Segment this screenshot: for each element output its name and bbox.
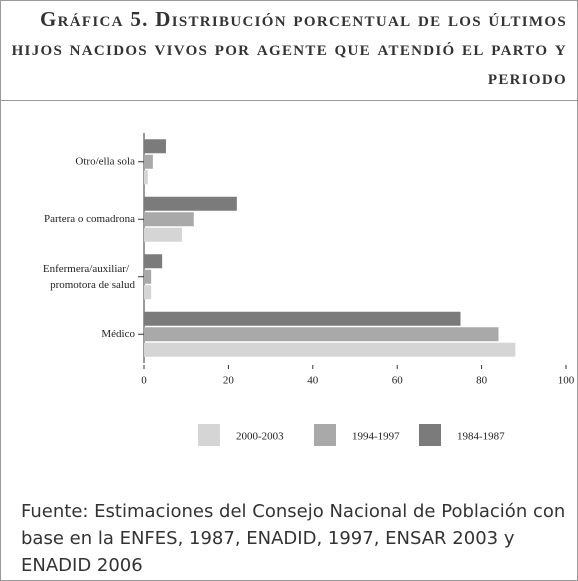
bar: [144, 311, 461, 326]
legend-swatch: [198, 424, 220, 446]
bar: [144, 196, 237, 211]
bar: [144, 269, 152, 284]
bar: [144, 342, 516, 357]
y-tick-label: Otro/ella sola: [75, 155, 135, 167]
bar: [144, 139, 166, 154]
x-tick-label: 40: [307, 375, 319, 387]
separator: [1, 100, 577, 101]
x-tick-label: 0: [141, 375, 147, 387]
x-tick-label: 100: [558, 375, 575, 387]
bar: [144, 212, 194, 227]
bar: [144, 227, 182, 242]
x-tick-label: 80: [476, 375, 488, 387]
legend-label: 1994-1997: [352, 431, 400, 443]
y-tick-label: Enfermera/auxiliar/promotora de salud: [43, 262, 136, 290]
x-tick-label: 60: [392, 375, 404, 387]
bar: [144, 327, 499, 342]
x-tick-label: 20: [223, 375, 235, 387]
bar: [144, 285, 152, 300]
chart-title: Gráfica 5. Distribución porcentual de lo…: [11, 7, 567, 89]
y-tick-label: Partera o comadrona: [44, 213, 135, 225]
bar: [144, 170, 148, 185]
y-tick-label: Médico: [101, 328, 135, 340]
source-note: Fuente: Estimaciones del Consejo Naciona…: [21, 501, 566, 576]
legend-label: 2000-2003: [236, 431, 284, 443]
y-tick-label-line: promotora de salud: [50, 278, 135, 290]
bar: [144, 254, 163, 269]
legend-label: 1984-1987: [457, 431, 505, 443]
legend-swatch: [314, 424, 336, 446]
bar: [144, 154, 153, 169]
y-tick-label-line: Enfermera/auxiliar/: [43, 262, 130, 274]
legend-swatch: [419, 424, 441, 446]
